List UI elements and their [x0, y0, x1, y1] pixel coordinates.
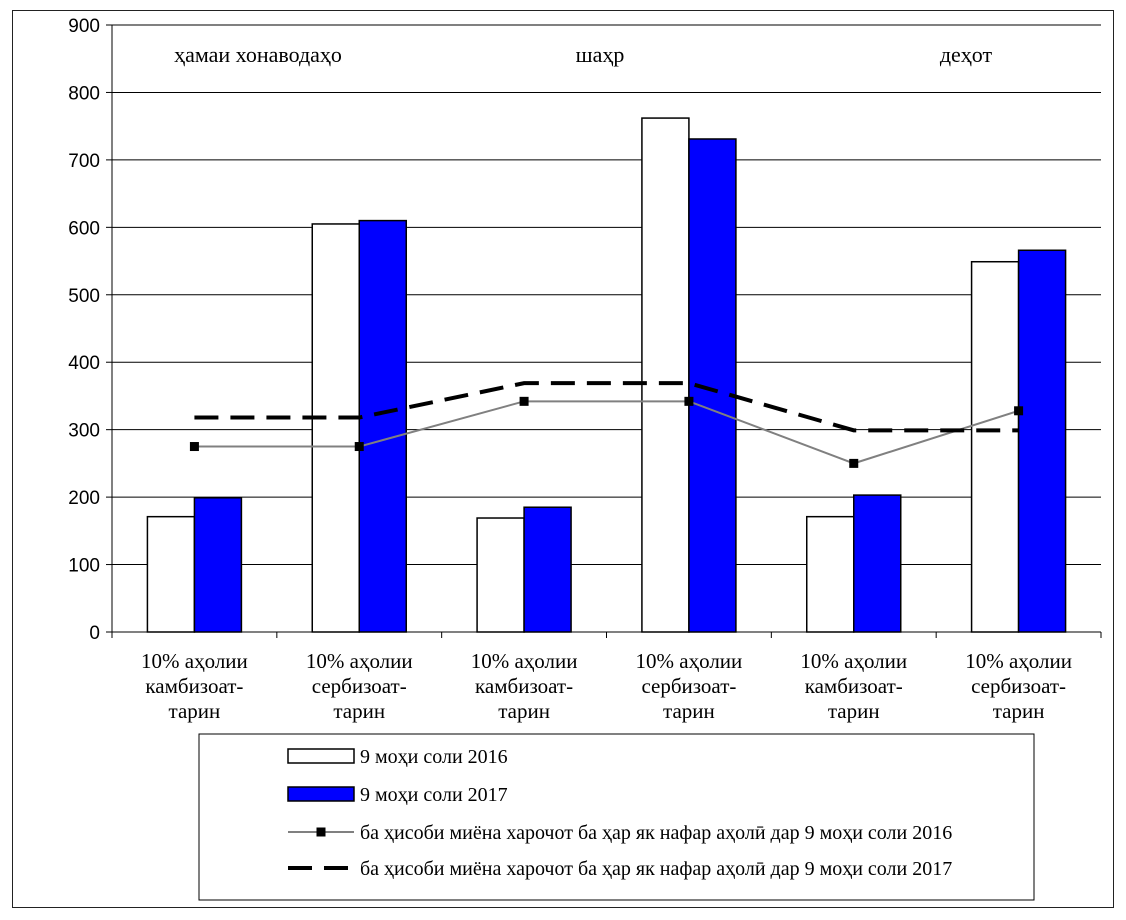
- y-tick-label: 100: [68, 556, 100, 577]
- category-label: 10% аҳолии: [965, 649, 1072, 673]
- group-labels: ҳамаи хонаводаҳо шаҳр деҳот: [174, 42, 992, 67]
- bar: [853, 494, 902, 633]
- series-line-2016: [194, 400, 1019, 465]
- y-tick-label: 500: [68, 286, 100, 307]
- legend-label: 9 моҳи соли 2017: [360, 784, 508, 806]
- y-tick-label: 800: [68, 83, 100, 104]
- category-label: тарин: [828, 699, 880, 723]
- category-label: 10% аҳолии: [636, 649, 743, 673]
- category-label: тарин: [663, 699, 715, 723]
- legend-label: ба ҳисоби миёна харочот ба ҳар як нафар …: [360, 822, 952, 844]
- chart-frame: [12, 10, 1114, 908]
- bar: [523, 506, 572, 633]
- bar: [688, 138, 737, 633]
- bar: [146, 515, 196, 633]
- category-label: сербизоат-: [312, 674, 407, 698]
- gridlines: [112, 24, 1101, 566]
- point-marker: [189, 442, 199, 452]
- series-line-2017: [194, 381, 1019, 433]
- y-tick-label: 0: [89, 623, 100, 644]
- y-tick-label: 200: [68, 488, 100, 509]
- y-tick-label: 900: [68, 16, 100, 37]
- point-marker: [354, 442, 364, 452]
- legend-label: 9 моҳи соли 2016: [360, 746, 508, 768]
- group-label: деҳот: [940, 42, 993, 67]
- category-label: 10% аҳолии: [800, 649, 907, 673]
- category-label: тарин: [169, 699, 221, 723]
- point-marker: [519, 396, 529, 406]
- point-marker: [849, 458, 859, 468]
- y-tick-label: 300: [68, 421, 100, 442]
- bar: [806, 515, 855, 633]
- series-lines: [189, 381, 1024, 468]
- group-label: ҳамаи хонаводаҳо: [174, 42, 342, 67]
- y-tick-label: 600: [68, 218, 100, 239]
- category-label: камбизоат-: [475, 674, 573, 698]
- point-marker: [684, 396, 694, 406]
- category-label: 10% аҳолии: [141, 649, 248, 673]
- bar: [193, 497, 243, 633]
- y-tick-label: 700: [68, 151, 100, 172]
- category-label: сербизоат-: [971, 674, 1066, 698]
- legend-label: ба ҳисоби миёна харочот ба ҳар як нафар …: [360, 858, 952, 880]
- category-label: сербизоат-: [641, 674, 736, 698]
- group-label: шаҳр: [576, 42, 625, 67]
- category-label: 10% аҳолии: [471, 649, 578, 673]
- category-label: камбизоат-: [145, 674, 243, 698]
- legend-swatch: [287, 748, 355, 764]
- category-label: тарин: [333, 699, 385, 723]
- bars: [146, 117, 1067, 633]
- category-label: 10% аҳолии: [306, 649, 413, 673]
- bar: [476, 517, 525, 633]
- category-label: тарин: [993, 699, 1045, 723]
- point-marker: [1014, 406, 1024, 416]
- bar: [311, 223, 360, 633]
- axes: [106, 24, 1102, 638]
- legend-swatch: [287, 786, 355, 802]
- y-tick-label: 400: [68, 353, 100, 374]
- bar: [970, 260, 1020, 633]
- bar: [641, 117, 690, 633]
- legend-marker: [316, 827, 326, 837]
- category-label: камбизоат-: [805, 674, 903, 698]
- bar: [1017, 249, 1067, 633]
- bar: [358, 219, 407, 633]
- category-label: тарин: [498, 699, 550, 723]
- legend: 9 моҳи соли 2016 9 моҳи соли 2017 ба ҳисоб…: [198, 733, 1035, 901]
